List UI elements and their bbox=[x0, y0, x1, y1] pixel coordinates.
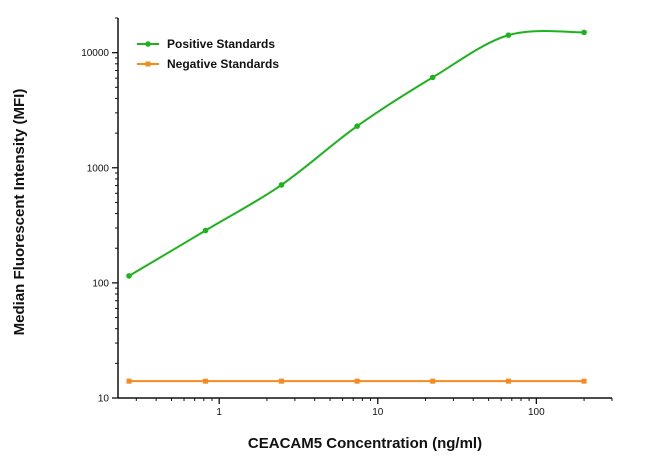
y-tick-label: 1000 bbox=[87, 163, 110, 174]
data-point bbox=[354, 123, 360, 129]
data-point bbox=[354, 378, 360, 384]
x-tick-label: 100 bbox=[528, 407, 545, 418]
data-point bbox=[505, 32, 512, 38]
data-point bbox=[126, 273, 132, 279]
data-point bbox=[430, 378, 436, 384]
legend: Positive Standards Negative Standards bbox=[137, 37, 279, 71]
y-tick-label: 10000 bbox=[81, 48, 109, 59]
data-point bbox=[278, 378, 284, 384]
axes bbox=[117, 18, 612, 399]
legend-marker bbox=[145, 41, 151, 47]
ticks: 10 100 1000 10000 1 10 100 bbox=[81, 17, 613, 418]
y-tick-label: 100 bbox=[92, 278, 109, 289]
data-point bbox=[203, 378, 209, 384]
x-axis-title: CEACAM5 Concentration (ng/ml) bbox=[248, 435, 482, 452]
y-tick-label: 10 bbox=[98, 394, 110, 405]
data-point bbox=[202, 227, 209, 234]
data-point bbox=[581, 29, 587, 36]
x-tick-label: 1 bbox=[216, 407, 222, 418]
legend-label: Positive Standards bbox=[167, 37, 275, 51]
series-points bbox=[126, 29, 587, 384]
legend-label: Negative Standards bbox=[167, 57, 279, 71]
data-point bbox=[278, 182, 285, 188]
series-lines bbox=[128, 30, 585, 383]
data-point bbox=[126, 378, 132, 384]
legend-item: Negative Standards bbox=[137, 57, 279, 71]
data-point bbox=[505, 378, 511, 384]
x-tick-label: 10 bbox=[372, 407, 384, 418]
data-point bbox=[581, 378, 587, 384]
data-point bbox=[429, 74, 436, 81]
y-axis-title: Median Fluorescent Intensity (MFI) bbox=[11, 89, 28, 336]
legend-marker bbox=[145, 61, 151, 67]
legend-item: Positive Standards bbox=[137, 37, 275, 51]
